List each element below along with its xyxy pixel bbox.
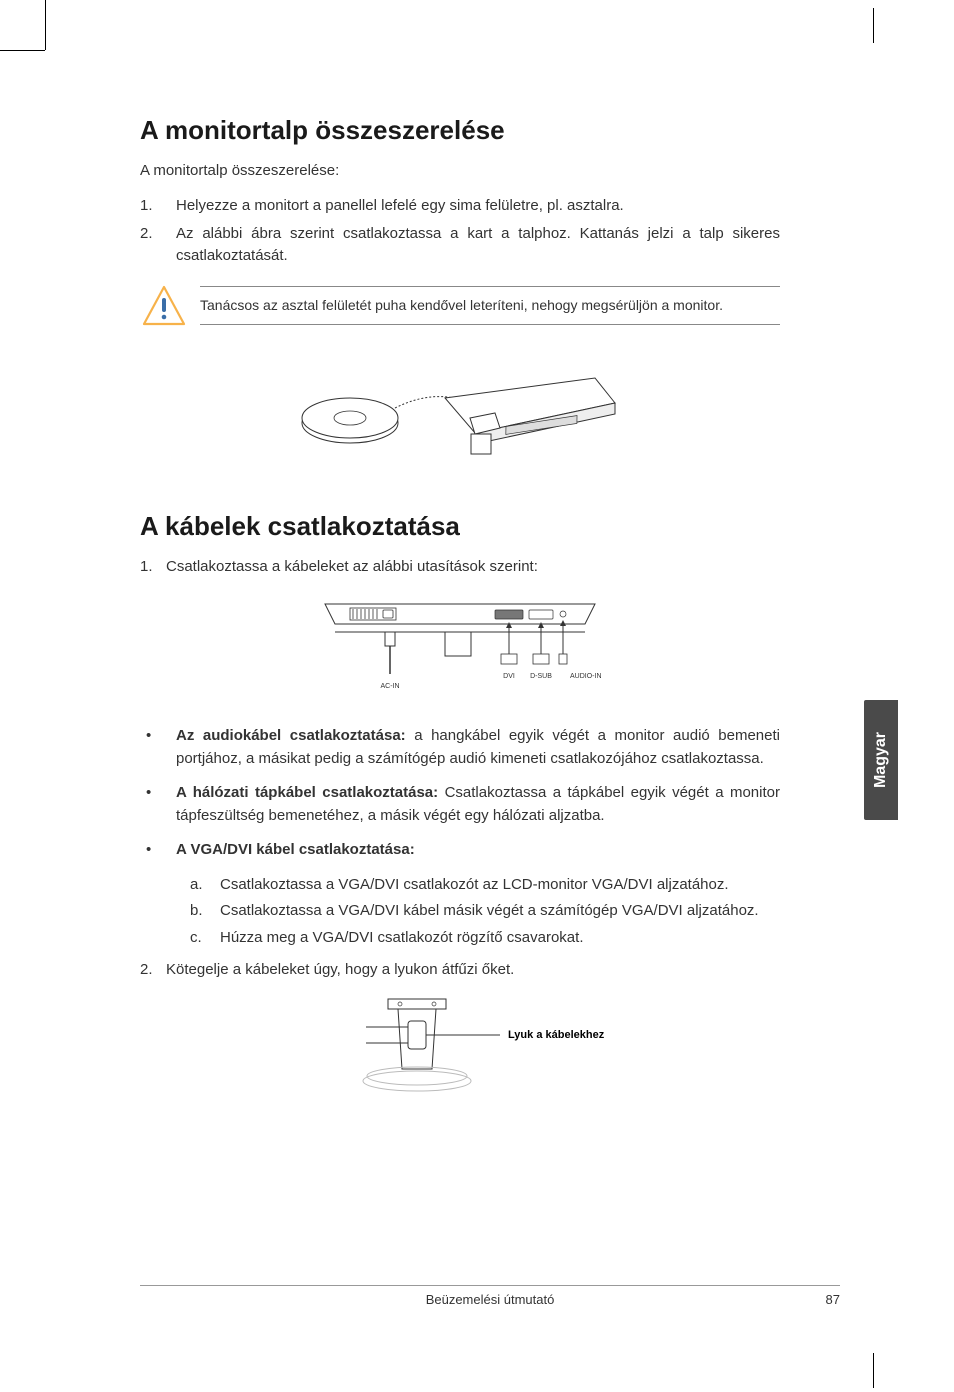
bullet-mark: • xyxy=(140,839,176,862)
crop-mark xyxy=(45,0,46,50)
list-item: 1. Helyezze a monitort a panellel lefelé… xyxy=(140,195,780,217)
list-item: c. Húzza meg a VGA/DVI csatlakozót rögzí… xyxy=(190,927,780,950)
rule xyxy=(200,324,780,325)
step-number: 1. xyxy=(140,195,176,217)
section2-title: A kábelek csatlakoztatása xyxy=(140,511,780,542)
bullet-text: A VGA/DVI kábel csatlakoztatása: xyxy=(176,839,780,862)
crop-mark xyxy=(0,50,45,51)
crop-mark xyxy=(873,8,874,43)
bullet-mark: • xyxy=(140,782,176,827)
sub-text: Húzza meg a VGA/DVI csatlakozót rögzítő … xyxy=(220,927,780,950)
figure-1-base-assembly xyxy=(140,348,780,483)
figure-2-ports: AC-IN DVI D-SUB AUDIO-IN xyxy=(140,592,780,707)
list-item: • A hálózati tápkábel csatlakoztatása: C… xyxy=(140,782,780,827)
sub-number: c. xyxy=(190,927,220,950)
warning-box: Tanácsos az asztal felületét puha kendőv… xyxy=(140,284,780,328)
list-item: a. Csatlakoztassa a VGA/DVI csatlakozót … xyxy=(190,874,780,897)
bullet-text: Az audiokábel csatlakoztatása: a hangkáb… xyxy=(176,725,780,770)
sub-text: Csatlakoztassa a VGA/DVI csatlakozót az … xyxy=(220,874,780,897)
step-text: Az alábbi ábra szerint csatlakoztassa a … xyxy=(176,223,780,267)
list-item: 2. Az alábbi ábra szerint csatlakoztassa… xyxy=(140,223,780,267)
list-item: 1. Csatlakoztassa a kábeleket az alábbi … xyxy=(140,556,780,578)
crop-mark xyxy=(873,1353,874,1388)
section2-sublist: a. Csatlakoztassa a VGA/DVI csatlakozót … xyxy=(190,874,780,950)
language-tab: Magyar xyxy=(864,700,898,820)
step-number: 2. xyxy=(140,223,176,267)
sub-number: b. xyxy=(190,900,220,923)
step-text: Kötegelje a kábeleket úgy, hogy a lyukon… xyxy=(166,959,780,981)
page-content: A monitortalp összeszerelése A monitorta… xyxy=(140,115,780,1134)
bullet-mark: • xyxy=(140,725,176,770)
sub-number: a. xyxy=(190,874,220,897)
fig-label-acin: AC-IN xyxy=(380,683,399,690)
bullet-bold: A hálózati tápkábel csatlakoztatása: xyxy=(176,784,438,801)
page-footer: Beüzemelési útmutató 87 xyxy=(140,1285,840,1307)
section1-title: A monitortalp összeszerelése xyxy=(140,115,780,146)
warning-text-wrap: Tanácsos az asztal felületét puha kendőv… xyxy=(200,284,780,324)
footer-page-number: 87 xyxy=(826,1292,840,1307)
step-number: 2. xyxy=(140,959,166,981)
bullet-bold: A VGA/DVI kábel csatlakoztatása: xyxy=(176,841,415,858)
list-item: • Az audiokábel csatlakoztatása: a hangk… xyxy=(140,725,780,770)
warning-text: Tanácsos az asztal felületét puha kendőv… xyxy=(200,295,780,315)
language-tab-label: Magyar xyxy=(872,732,890,788)
rule xyxy=(200,286,780,287)
figure-3-cable-hole: Lyuk a kábelekhez xyxy=(140,991,780,1106)
sub-text: Csatlakoztassa a VGA/DVI kábel másik vég… xyxy=(220,900,780,923)
footer-title: Beüzemelési útmutató xyxy=(140,1292,840,1307)
section1-steps: 1. Helyezze a monitort a panellel lefelé… xyxy=(140,195,780,266)
fig-label-dsub: D-SUB xyxy=(530,673,552,680)
list-item: b. Csatlakoztassa a VGA/DVI kábel másik … xyxy=(190,900,780,923)
section2-bullets: • Az audiokábel csatlakoztatása: a hangk… xyxy=(140,725,780,862)
warning-icon xyxy=(140,284,188,328)
step-text: Csatlakoztassa a kábeleket az alábbi uta… xyxy=(166,556,780,578)
fig-label-audio: AUDIO-IN xyxy=(570,673,602,680)
bullet-text: A hálózati tápkábel csatlakoztatása: Csa… xyxy=(176,782,780,827)
fig-label-dvi: DVI xyxy=(503,673,515,680)
bullet-bold: Az audiokábel csatlakoztatása: xyxy=(176,727,406,744)
list-item: • A VGA/DVI kábel csatlakoztatása: xyxy=(140,839,780,862)
section1-intro: A monitortalp összeszerelése: xyxy=(140,162,780,179)
step-number: 1. xyxy=(140,556,166,578)
step-text: Helyezze a monitort a panellel lefelé eg… xyxy=(176,195,780,217)
list-item: 2. Kötegelje a kábeleket úgy, hogy a lyu… xyxy=(140,959,780,981)
fig3-label: Lyuk a kábelekhez xyxy=(508,1029,604,1041)
